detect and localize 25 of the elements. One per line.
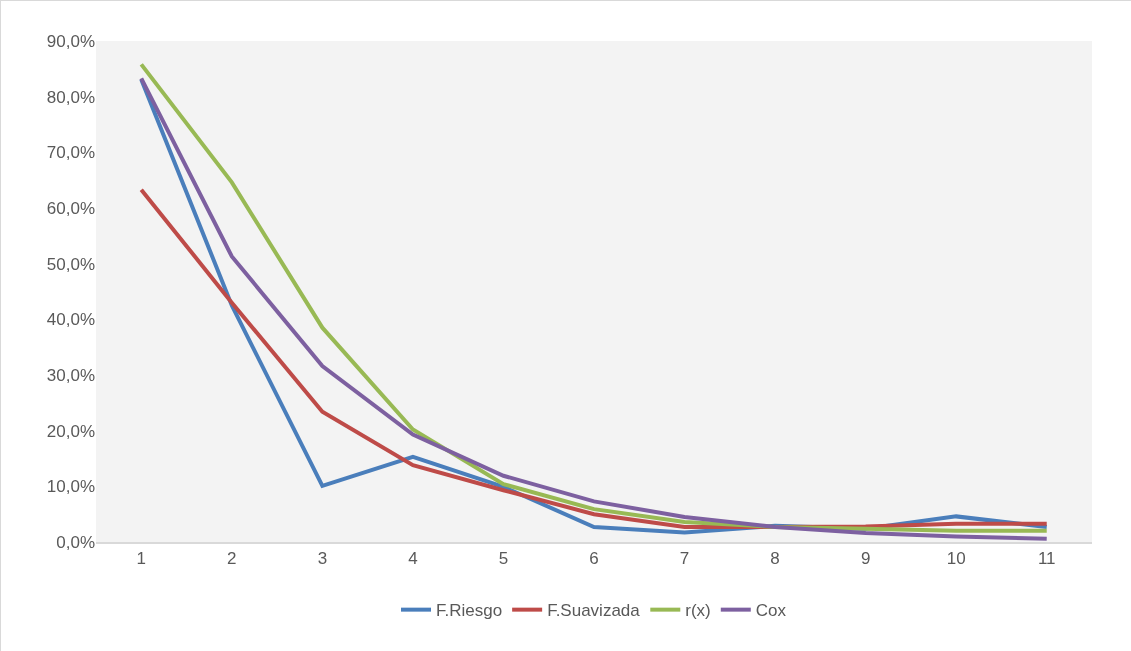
y-tick-label: 20,0% [46, 421, 95, 441]
legend-label: F.Riesgo [436, 601, 503, 621]
legend-label: Cox [755, 601, 787, 621]
x-tick-label: 3 [317, 549, 328, 569]
x-tick-label: 4 [408, 549, 418, 569]
y-tick-label: 60,0% [46, 198, 95, 218]
x-tick-label: 6 [589, 549, 599, 569]
x-tick-label: 2 [227, 549, 237, 569]
x-tick-label: 9 [860, 549, 871, 569]
y-tick-label: 10,0% [46, 477, 95, 497]
x-tick-label: 7 [679, 549, 690, 569]
y-tick-label: 30,0% [46, 365, 95, 385]
y-tick-label: 50,0% [46, 254, 95, 274]
x-tick-label: 11 [1037, 549, 1056, 569]
y-tick-label: 70,0% [46, 143, 95, 163]
y-tick-label: 40,0% [46, 310, 95, 330]
legend-label: r(x) [685, 601, 711, 621]
x-tick-label: 10 [946, 549, 966, 569]
x-tick-label: 8 [770, 549, 780, 569]
y-tick-label: 90,0% [46, 31, 95, 51]
x-tick-label: 1 [136, 549, 146, 569]
y-tick-label: 0,0% [56, 532, 95, 552]
x-tick-label: 5 [498, 549, 509, 569]
y-tick-label: 80,0% [46, 87, 95, 107]
legend-label: F.Suavizada [547, 601, 641, 621]
